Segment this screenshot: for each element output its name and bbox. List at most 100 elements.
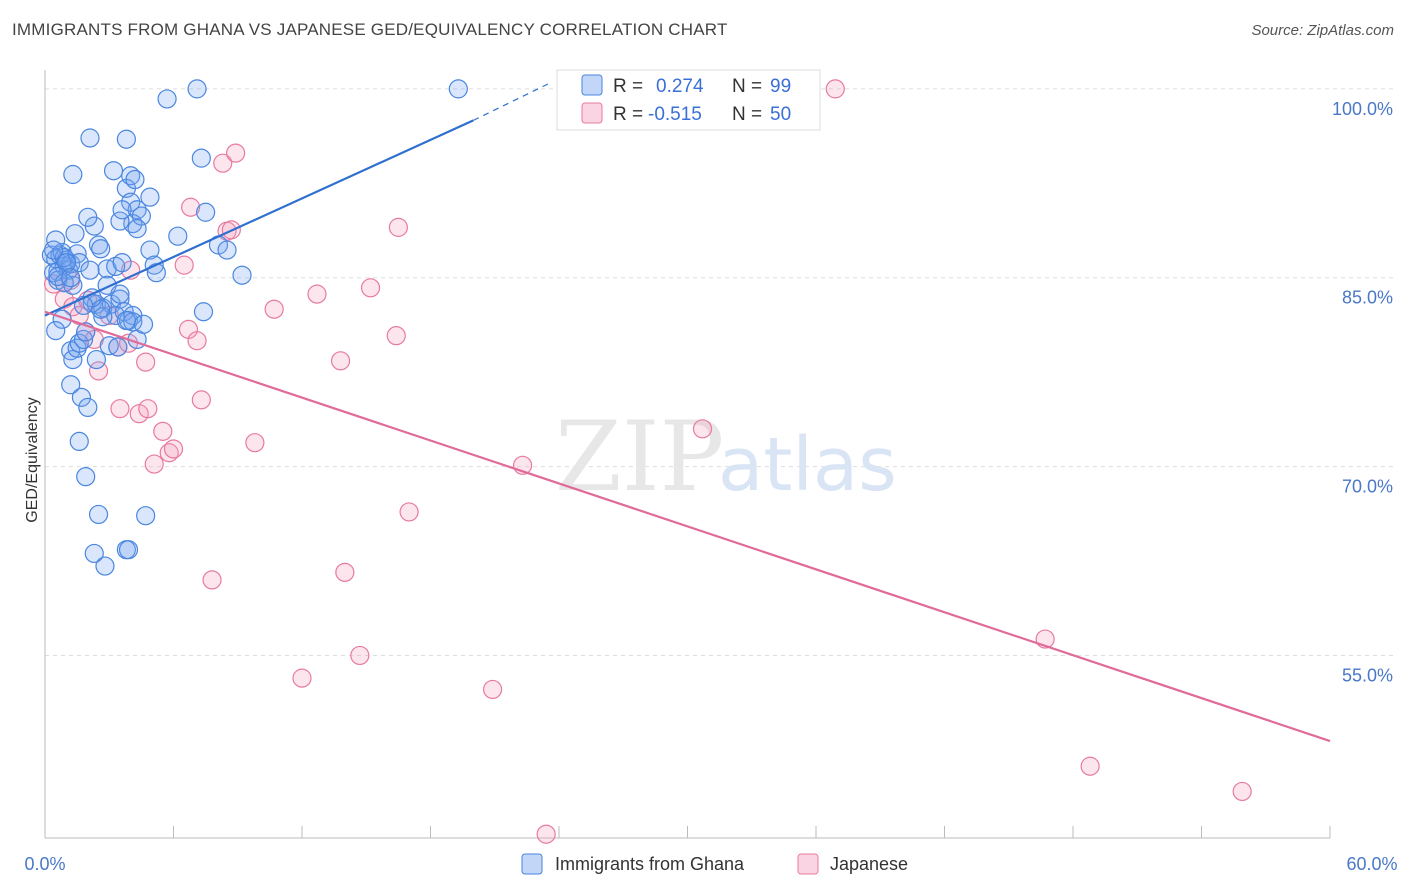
japanese-point bbox=[335, 562, 355, 582]
japanese-point bbox=[144, 454, 164, 474]
japanese-point bbox=[386, 326, 406, 346]
ghana-point bbox=[127, 219, 147, 239]
ghana-point bbox=[110, 284, 130, 304]
ghana-point bbox=[232, 265, 252, 285]
ghana-point bbox=[118, 540, 139, 560]
ghana-point bbox=[43, 240, 64, 260]
legend-r-value-japanese: -0.515 bbox=[648, 104, 702, 125]
ghana-point bbox=[46, 321, 66, 341]
y-axis-label: GED/Equivalency bbox=[24, 397, 41, 522]
legend-n-label-japanese: N = bbox=[732, 104, 762, 125]
ghana-point bbox=[217, 240, 237, 260]
japanese-point bbox=[399, 502, 419, 522]
ghana-point bbox=[448, 79, 468, 99]
japanese-point bbox=[483, 679, 503, 700]
japanese-point bbox=[264, 299, 284, 319]
ghana-point bbox=[63, 164, 83, 185]
ghana-point bbox=[91, 239, 111, 259]
ghana-point bbox=[157, 89, 177, 109]
correlation-legend: R = 0.274 N = 99 R = -0.515 N = 50 bbox=[556, 69, 821, 131]
japanese-point bbox=[163, 439, 184, 459]
japanese-point bbox=[245, 433, 265, 453]
x-tick-label-start: 0.0% bbox=[24, 854, 65, 874]
x-tick-labels: 0.0% 60.0% bbox=[24, 854, 1397, 874]
japanese-point bbox=[825, 79, 845, 99]
ghana-point bbox=[84, 543, 104, 564]
japanese-point bbox=[360, 278, 381, 298]
ghana-point bbox=[63, 349, 83, 370]
ghana-point bbox=[61, 375, 81, 395]
japanese-point bbox=[138, 399, 158, 419]
legend-swatch-ghana bbox=[581, 74, 603, 96]
ghana-point bbox=[61, 268, 81, 288]
japanese-point bbox=[536, 824, 556, 844]
ghana-point bbox=[108, 337, 128, 357]
japanese-point bbox=[1232, 781, 1252, 802]
japanese-point bbox=[226, 143, 246, 163]
ghana-point bbox=[140, 187, 160, 207]
japanese-point bbox=[202, 570, 222, 590]
ghana-point bbox=[78, 397, 98, 418]
ghana-point bbox=[78, 207, 98, 227]
ghana-point bbox=[191, 148, 211, 168]
ghana-point bbox=[71, 387, 92, 407]
ghana-point bbox=[136, 506, 156, 526]
ghana-point bbox=[80, 260, 100, 280]
ghana-point bbox=[88, 504, 109, 525]
watermark: ZIP atlas bbox=[555, 401, 897, 513]
bottom-legend-swatch-ghana bbox=[521, 853, 543, 875]
japanese-point bbox=[191, 390, 211, 410]
y-tick-label: 85.0% bbox=[1342, 288, 1393, 308]
ghana-point bbox=[125, 169, 145, 190]
ghana-trend-line bbox=[44, 119, 474, 317]
japanese-point bbox=[692, 419, 713, 439]
ghana-point bbox=[93, 307, 113, 327]
japanese-point bbox=[350, 645, 370, 666]
ghana-point bbox=[112, 253, 132, 273]
legend-n-value-ghana: 99 bbox=[770, 76, 791, 97]
legend-n-label-ghana: N = bbox=[732, 76, 762, 97]
legend-r-label-japanese: R = bbox=[613, 104, 643, 125]
japanese-point bbox=[187, 331, 207, 351]
watermark-atlas: atlas bbox=[718, 422, 897, 508]
ghana-point bbox=[52, 309, 72, 329]
ghana-point bbox=[146, 263, 166, 283]
japanese-point bbox=[110, 399, 130, 419]
axes bbox=[44, 70, 1331, 839]
trend-lines bbox=[44, 83, 1331, 743]
legend-n-value-japanese: 50 bbox=[770, 104, 791, 125]
japanese-point bbox=[307, 284, 327, 304]
ghana-point bbox=[73, 329, 94, 350]
ghana-point bbox=[69, 431, 89, 452]
ghana-point bbox=[133, 314, 154, 334]
bottom-legend-label-japanese: Japanese bbox=[830, 854, 908, 874]
ghana-point bbox=[187, 79, 207, 99]
y-tick-label: 55.0% bbox=[1342, 665, 1393, 685]
ghana-point bbox=[116, 310, 136, 331]
ghana-point bbox=[110, 289, 130, 309]
japanese-point bbox=[181, 197, 201, 217]
x-tick-label-end: 60.0% bbox=[1346, 854, 1397, 874]
ghana-point bbox=[86, 349, 107, 370]
japanese-point bbox=[388, 217, 408, 237]
ghana-point bbox=[65, 224, 85, 244]
watermark-zip: ZIP bbox=[555, 401, 724, 513]
ghana-point bbox=[193, 302, 214, 322]
series-legend: Immigrants from Ghana Japanese bbox=[521, 853, 908, 875]
chart-source: Source: ZipAtlas.com bbox=[1251, 22, 1394, 39]
japanese-point bbox=[213, 153, 233, 173]
legend-swatch-japanese bbox=[581, 102, 603, 124]
legend-r-label-ghana: R = bbox=[613, 76, 643, 97]
y-tick-label: 70.0% bbox=[1342, 477, 1393, 497]
ghana-point bbox=[80, 128, 100, 148]
ghana-point bbox=[131, 206, 151, 226]
ghana-point bbox=[196, 202, 216, 222]
japanese-point bbox=[330, 351, 351, 371]
legend-r-value-ghana: 0.274 bbox=[656, 76, 704, 97]
japanese-points bbox=[43, 79, 1252, 844]
ghana-point bbox=[168, 226, 188, 246]
japanese-point bbox=[153, 421, 173, 441]
y-tick-label: 100.0% bbox=[1332, 99, 1393, 119]
japanese-point bbox=[292, 668, 312, 688]
